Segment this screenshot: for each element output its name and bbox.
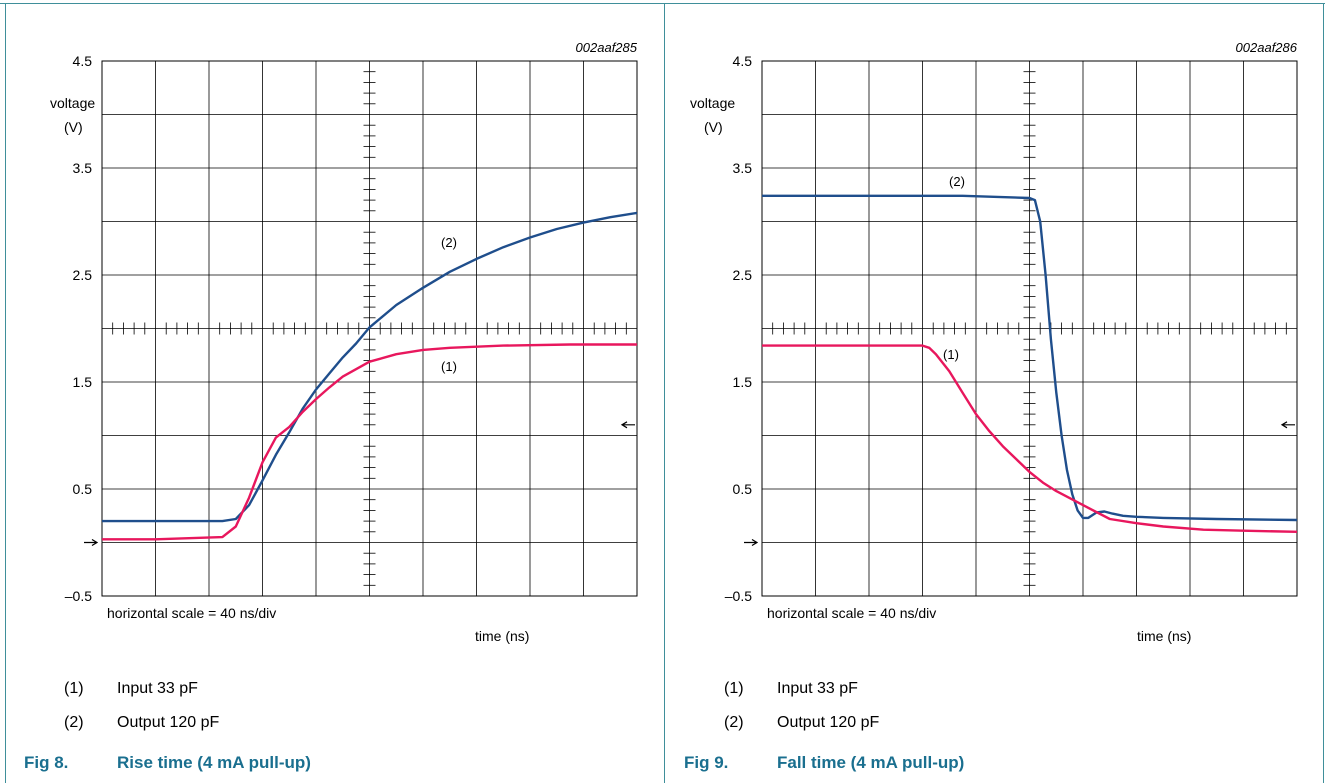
trigger-level-marker bbox=[620, 421, 635, 429]
y-tick-label: 3.5 bbox=[73, 160, 93, 176]
legend-num-2: (2) bbox=[724, 714, 744, 731]
y-tick-label: 2.5 bbox=[73, 267, 93, 283]
series-lines bbox=[102, 211, 638, 541]
legend-text-2: Output 120 pF bbox=[117, 714, 220, 731]
series-line-input bbox=[762, 344, 1298, 533]
y-tick-labels: 4.5 3.5 2.5 1.5 0.5 –0.5 bbox=[65, 53, 92, 604]
legend-num-1: (1) bbox=[724, 680, 744, 697]
frame-divider bbox=[664, 3, 665, 783]
chart-rise-time: 002aaf285 voltage (V) 4.5 3.5 2.5 1.5 0.5 –0.… bbox=[24, 40, 638, 772]
y-axis-label-line1: voltage bbox=[690, 95, 735, 111]
legend-text-1: Input 33 pF bbox=[777, 680, 858, 697]
chart-fall-time: 002aaf286 voltage (V) 4.5 3.5 2.5 1.5 0.5 –0.… bbox=[684, 40, 1298, 772]
series-line-output bbox=[102, 211, 638, 523]
grid bbox=[761, 60, 1298, 597]
x-axis-label: time (ns) bbox=[1137, 628, 1191, 644]
trigger-level-marker bbox=[1280, 421, 1295, 429]
y-tick-label: 1.5 bbox=[733, 374, 753, 390]
y-tick-label: –0.5 bbox=[65, 588, 92, 604]
scale-note: horizontal scale = 40 ns/div bbox=[767, 605, 936, 621]
y-tick-label: 4.5 bbox=[733, 53, 753, 69]
curve-label: (2) bbox=[441, 235, 457, 250]
trigger-markers bbox=[84, 421, 635, 547]
frame-top-rule bbox=[0, 3, 1325, 4]
y-tick-label: 4.5 bbox=[73, 53, 93, 69]
trigger-markers bbox=[744, 421, 1295, 547]
y-tick-labels: 4.5 3.5 2.5 1.5 0.5 –0.5 bbox=[725, 53, 752, 604]
legend-text-2: Output 120 pF bbox=[777, 714, 880, 731]
y-tick-label: 1.5 bbox=[73, 374, 93, 390]
figure-title: Fall time (4 mA pull-up) bbox=[777, 753, 964, 772]
figure-number: Fig 9. bbox=[684, 753, 728, 772]
axis-ticks bbox=[772, 71, 1287, 586]
series-line-input bbox=[102, 343, 637, 541]
x-axis-label: time (ns) bbox=[475, 628, 529, 644]
series-lines bbox=[762, 194, 1298, 533]
curve-label: (1) bbox=[943, 347, 959, 362]
y-axis-label-line2: (V) bbox=[704, 119, 723, 135]
y-tick-label: 0.5 bbox=[733, 481, 753, 497]
y-tick-label: 2.5 bbox=[733, 267, 753, 283]
y-axis-label-line2: (V) bbox=[64, 119, 83, 135]
axis-ticks bbox=[112, 71, 627, 586]
curve-label: (1) bbox=[441, 359, 457, 374]
y-tick-label: 0.5 bbox=[73, 481, 93, 497]
series-line-output bbox=[762, 194, 1298, 522]
y-tick-label: 3.5 bbox=[733, 160, 753, 176]
figure-title: Rise time (4 mA pull-up) bbox=[117, 753, 311, 772]
curve-labels: (2) (1) bbox=[441, 235, 457, 374]
curve-labels: (2) (1) bbox=[943, 174, 965, 362]
scale-note: horizontal scale = 40 ns/div bbox=[107, 605, 276, 621]
frame-right-rule bbox=[1323, 3, 1324, 783]
legend-text-1: Input 33 pF bbox=[117, 680, 198, 697]
grid bbox=[101, 60, 638, 597]
curve-label: (2) bbox=[949, 174, 965, 189]
legend-num-1: (1) bbox=[64, 680, 84, 697]
ground-marker bbox=[744, 538, 759, 547]
ground-marker bbox=[84, 538, 99, 547]
frame-left-rule bbox=[5, 3, 6, 783]
legend-num-2: (2) bbox=[64, 714, 84, 731]
chart-code: 002aaf286 bbox=[1236, 40, 1298, 55]
chart-code: 002aaf285 bbox=[576, 40, 638, 55]
y-tick-label: –0.5 bbox=[725, 588, 752, 604]
y-axis-label-line1: voltage bbox=[50, 95, 95, 111]
figure-number: Fig 8. bbox=[24, 753, 68, 772]
